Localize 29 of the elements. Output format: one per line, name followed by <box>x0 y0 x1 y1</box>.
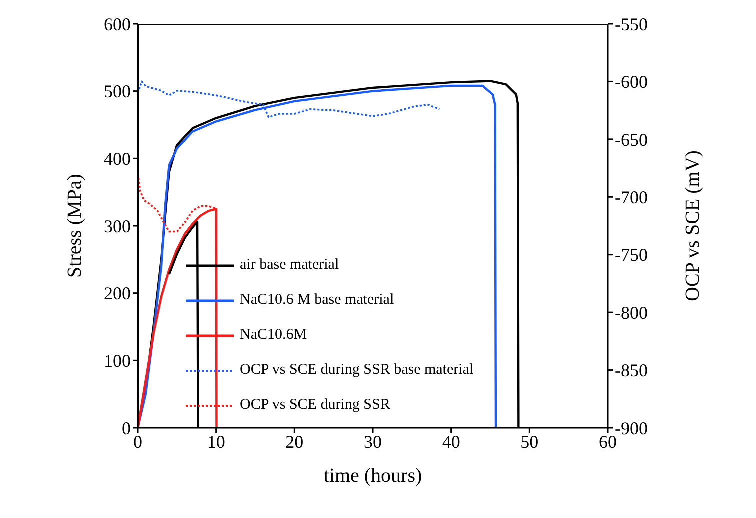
y2-tick-label: -900 <box>615 418 648 438</box>
y-tick-label: 300 <box>104 216 131 236</box>
y2-axis-title: OCP vs SCE (mV) <box>682 150 704 302</box>
x-tick-label: 10 <box>207 432 226 452</box>
x-tick-label: 50 <box>520 432 539 452</box>
y2-tick-label: -850 <box>615 360 648 381</box>
legend-label: air base material <box>240 257 340 274</box>
y-tick-label: 500 <box>104 82 131 102</box>
y-tick-label: 200 <box>104 284 131 304</box>
x-tick-label: 60 <box>599 432 617 452</box>
x-axis-title: time (hours) <box>324 465 422 487</box>
legend-label: OCP vs SCE during SSR <box>240 397 390 414</box>
y-axis-title: Stress (MPa) <box>64 174 86 278</box>
x-tick-label: 30 <box>364 432 382 452</box>
x-tick-label: 20 <box>286 432 304 452</box>
y-tick-label: 0 <box>122 418 131 438</box>
legend-label: NaC10.6 M base material <box>240 292 394 309</box>
y2-tick-label: -550 <box>615 14 648 34</box>
y-tick-label: 400 <box>104 149 131 170</box>
y-tick-label: 100 <box>104 351 131 372</box>
legend-label: OCP vs SCE during SSR base material <box>240 362 474 379</box>
y2-tick-label: -800 <box>615 302 648 323</box>
y2-tick-label: -650 <box>615 130 648 150</box>
y2-tick-label: -600 <box>615 72 648 92</box>
y2-tick-label: -750 <box>615 245 648 266</box>
x-tick-label: 40 <box>442 432 460 452</box>
legend-label: NaC10.6M <box>240 327 308 344</box>
y2-tick-label: -700 <box>615 188 648 208</box>
y-tick-label: 600 <box>104 14 131 34</box>
